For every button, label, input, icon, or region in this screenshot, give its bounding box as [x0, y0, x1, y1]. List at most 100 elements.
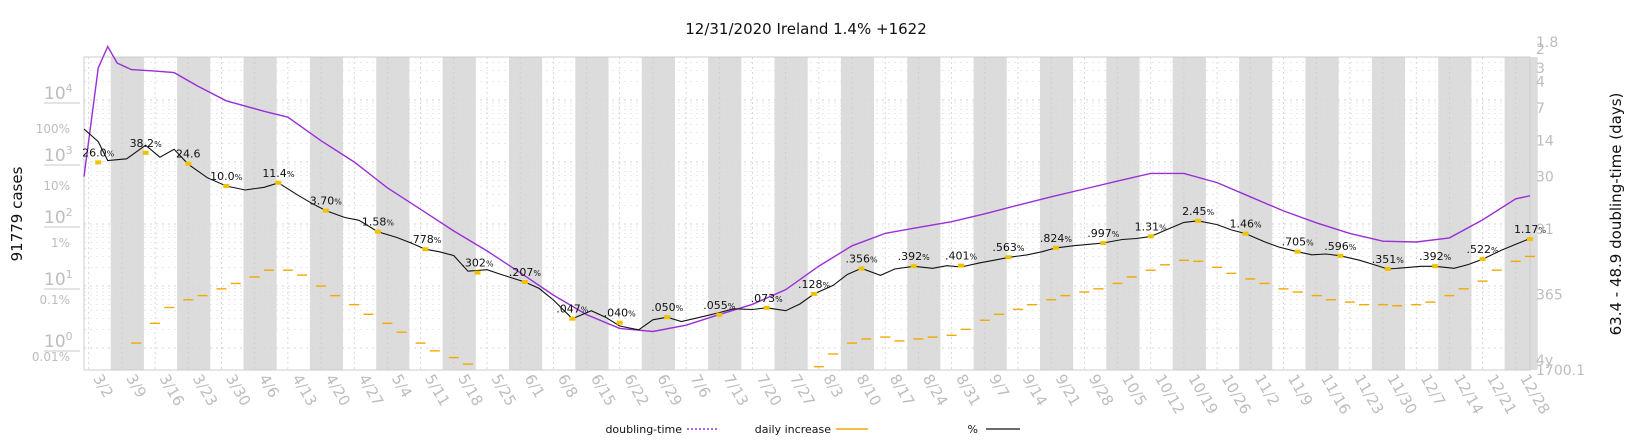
percent-tick-label: 100% — [36, 122, 70, 136]
x-tick-label: 8/3 — [819, 371, 847, 401]
x-tick-label: 11/2 — [1251, 371, 1283, 409]
annotation-marker — [958, 263, 965, 268]
annotation-label: .050% — [651, 301, 684, 314]
week-band — [708, 57, 742, 370]
annotation-label: 1.58% — [362, 216, 395, 229]
annotation-suffix: % — [1112, 230, 1120, 239]
annotation-label: 1.46% — [1229, 218, 1262, 231]
x-tick-label: 8/24 — [919, 371, 951, 409]
annotation-suffix: % — [1396, 256, 1404, 265]
annotation-suffix: % — [154, 140, 162, 149]
plot-frame — [83, 56, 1531, 371]
annotation-value: 11.4 — [262, 167, 287, 180]
annotation-suffix: % — [386, 219, 394, 228]
annotation-suffix: % — [1444, 253, 1452, 262]
case-tick-exponent: 0 — [66, 330, 73, 343]
case-tick-label: 104 — [44, 82, 73, 104]
week-band — [177, 57, 211, 370]
annotation-suffix: % — [775, 295, 783, 304]
case-tick-exponent: 2 — [66, 206, 73, 219]
x-tick-label: 10/26 — [1218, 371, 1255, 417]
x-tick-label: 4/20 — [322, 371, 354, 409]
percent-tick-label: 10% — [43, 179, 70, 193]
x-tick-label: 10/12 — [1151, 371, 1188, 417]
annotation-label: .128% — [798, 278, 831, 291]
annotation-label: .778% — [409, 233, 442, 246]
annotation-suffix: % — [922, 253, 930, 262]
legend-label-percent: % — [968, 423, 978, 436]
annotation-suffix: % — [676, 304, 684, 313]
week-band — [508, 57, 543, 370]
annotation-label: 1.17% — [1514, 223, 1547, 236]
annotation-value: .392 — [1419, 250, 1444, 263]
x-tick-label: 11/30 — [1384, 371, 1421, 417]
x-tick-label: 6/1 — [521, 371, 549, 401]
annotation-value: .050 — [651, 301, 676, 314]
x-tick-label: 9/28 — [1085, 371, 1117, 409]
annotation-label: .073% — [751, 292, 784, 305]
annotation-label: .563% — [992, 241, 1025, 254]
x-tick-label: 6/22 — [620, 371, 652, 409]
week-bands — [110, 57, 1538, 370]
annotation-marker — [521, 279, 528, 284]
week-band — [376, 57, 410, 370]
annotation-value: .302 — [461, 257, 486, 270]
annotation-label: .392% — [898, 250, 931, 263]
annotation-marker — [716, 312, 723, 317]
week-band — [641, 57, 675, 370]
x-tick-label: 3/16 — [156, 371, 188, 409]
annotation-value: 1.31 — [1135, 220, 1160, 233]
x-tick-label: 10/5 — [1118, 371, 1150, 409]
x-tick-label: 5/11 — [421, 371, 453, 409]
week-band — [575, 57, 609, 370]
annotation-label: .356% — [845, 253, 878, 266]
annotation-label: 38.2% — [130, 137, 163, 150]
week-band — [110, 57, 144, 370]
case-tick-exponent: 4 — [66, 82, 73, 95]
annotation-label: .392% — [1419, 250, 1452, 263]
annotation-value: .596 — [1324, 240, 1349, 253]
annotation-value: .040 — [604, 307, 629, 320]
annotation-marker — [1337, 253, 1344, 258]
case-tick-label: 100 — [44, 330, 73, 352]
annotation-value: 1.46 — [1229, 218, 1254, 231]
annotation-value: .522 — [1467, 243, 1492, 256]
x-tick-label: 7/13 — [720, 371, 752, 409]
annotation-marker — [95, 160, 102, 165]
right-tick-label: 3 — [1536, 61, 1545, 77]
annotation-value: 3.70 — [310, 195, 335, 208]
x-tick-label: 8/17 — [886, 371, 918, 409]
annotation-label: 1.31% — [1135, 220, 1168, 233]
annotation-suffix: % — [1017, 244, 1025, 253]
legend-label-daily-increase: daily increase — [755, 423, 831, 436]
week-band — [840, 57, 875, 370]
annotation-value: .055 — [703, 299, 728, 312]
annotation-marker — [275, 180, 282, 185]
x-tick-labels: 3/2 3/9 3/16 3/23 3/30 4/6 4/13 4/20 4/27 5/4 5/11… — [89, 371, 1553, 417]
case-tick-base: 10 — [44, 208, 66, 228]
annotation-suffix: % — [1064, 235, 1072, 244]
annotation-value: 1.58 — [362, 216, 387, 229]
annotation-value: .997 — [1087, 227, 1112, 240]
x-tick-label: 7/27 — [786, 371, 818, 409]
week-band — [1504, 57, 1538, 370]
week-band — [1039, 57, 1074, 370]
annotation-marker — [1479, 257, 1486, 262]
annotation-value: .128 — [798, 278, 823, 291]
annotation-label: 2.45% — [1182, 205, 1215, 218]
x-tick-label: 11/16 — [1317, 371, 1354, 417]
annotation-value: .824 — [1040, 232, 1065, 245]
right-tick-label: 365 — [1536, 287, 1563, 303]
chart-title: 12/31/2020 Ireland 1.4% +1622 — [685, 20, 927, 38]
x-tick-label: 3/30 — [222, 371, 254, 409]
week-band — [907, 57, 941, 370]
case-tick-base: 10 — [44, 270, 66, 290]
annotation-suffix: % — [1306, 239, 1314, 248]
x-tick-label: 12/21 — [1483, 371, 1520, 417]
annotation-value: 1.17 — [1514, 223, 1539, 236]
annotation-suffix: % — [287, 170, 295, 179]
annotation-value: .401 — [945, 250, 970, 263]
left-axis-title: 91779 cases — [8, 166, 26, 261]
